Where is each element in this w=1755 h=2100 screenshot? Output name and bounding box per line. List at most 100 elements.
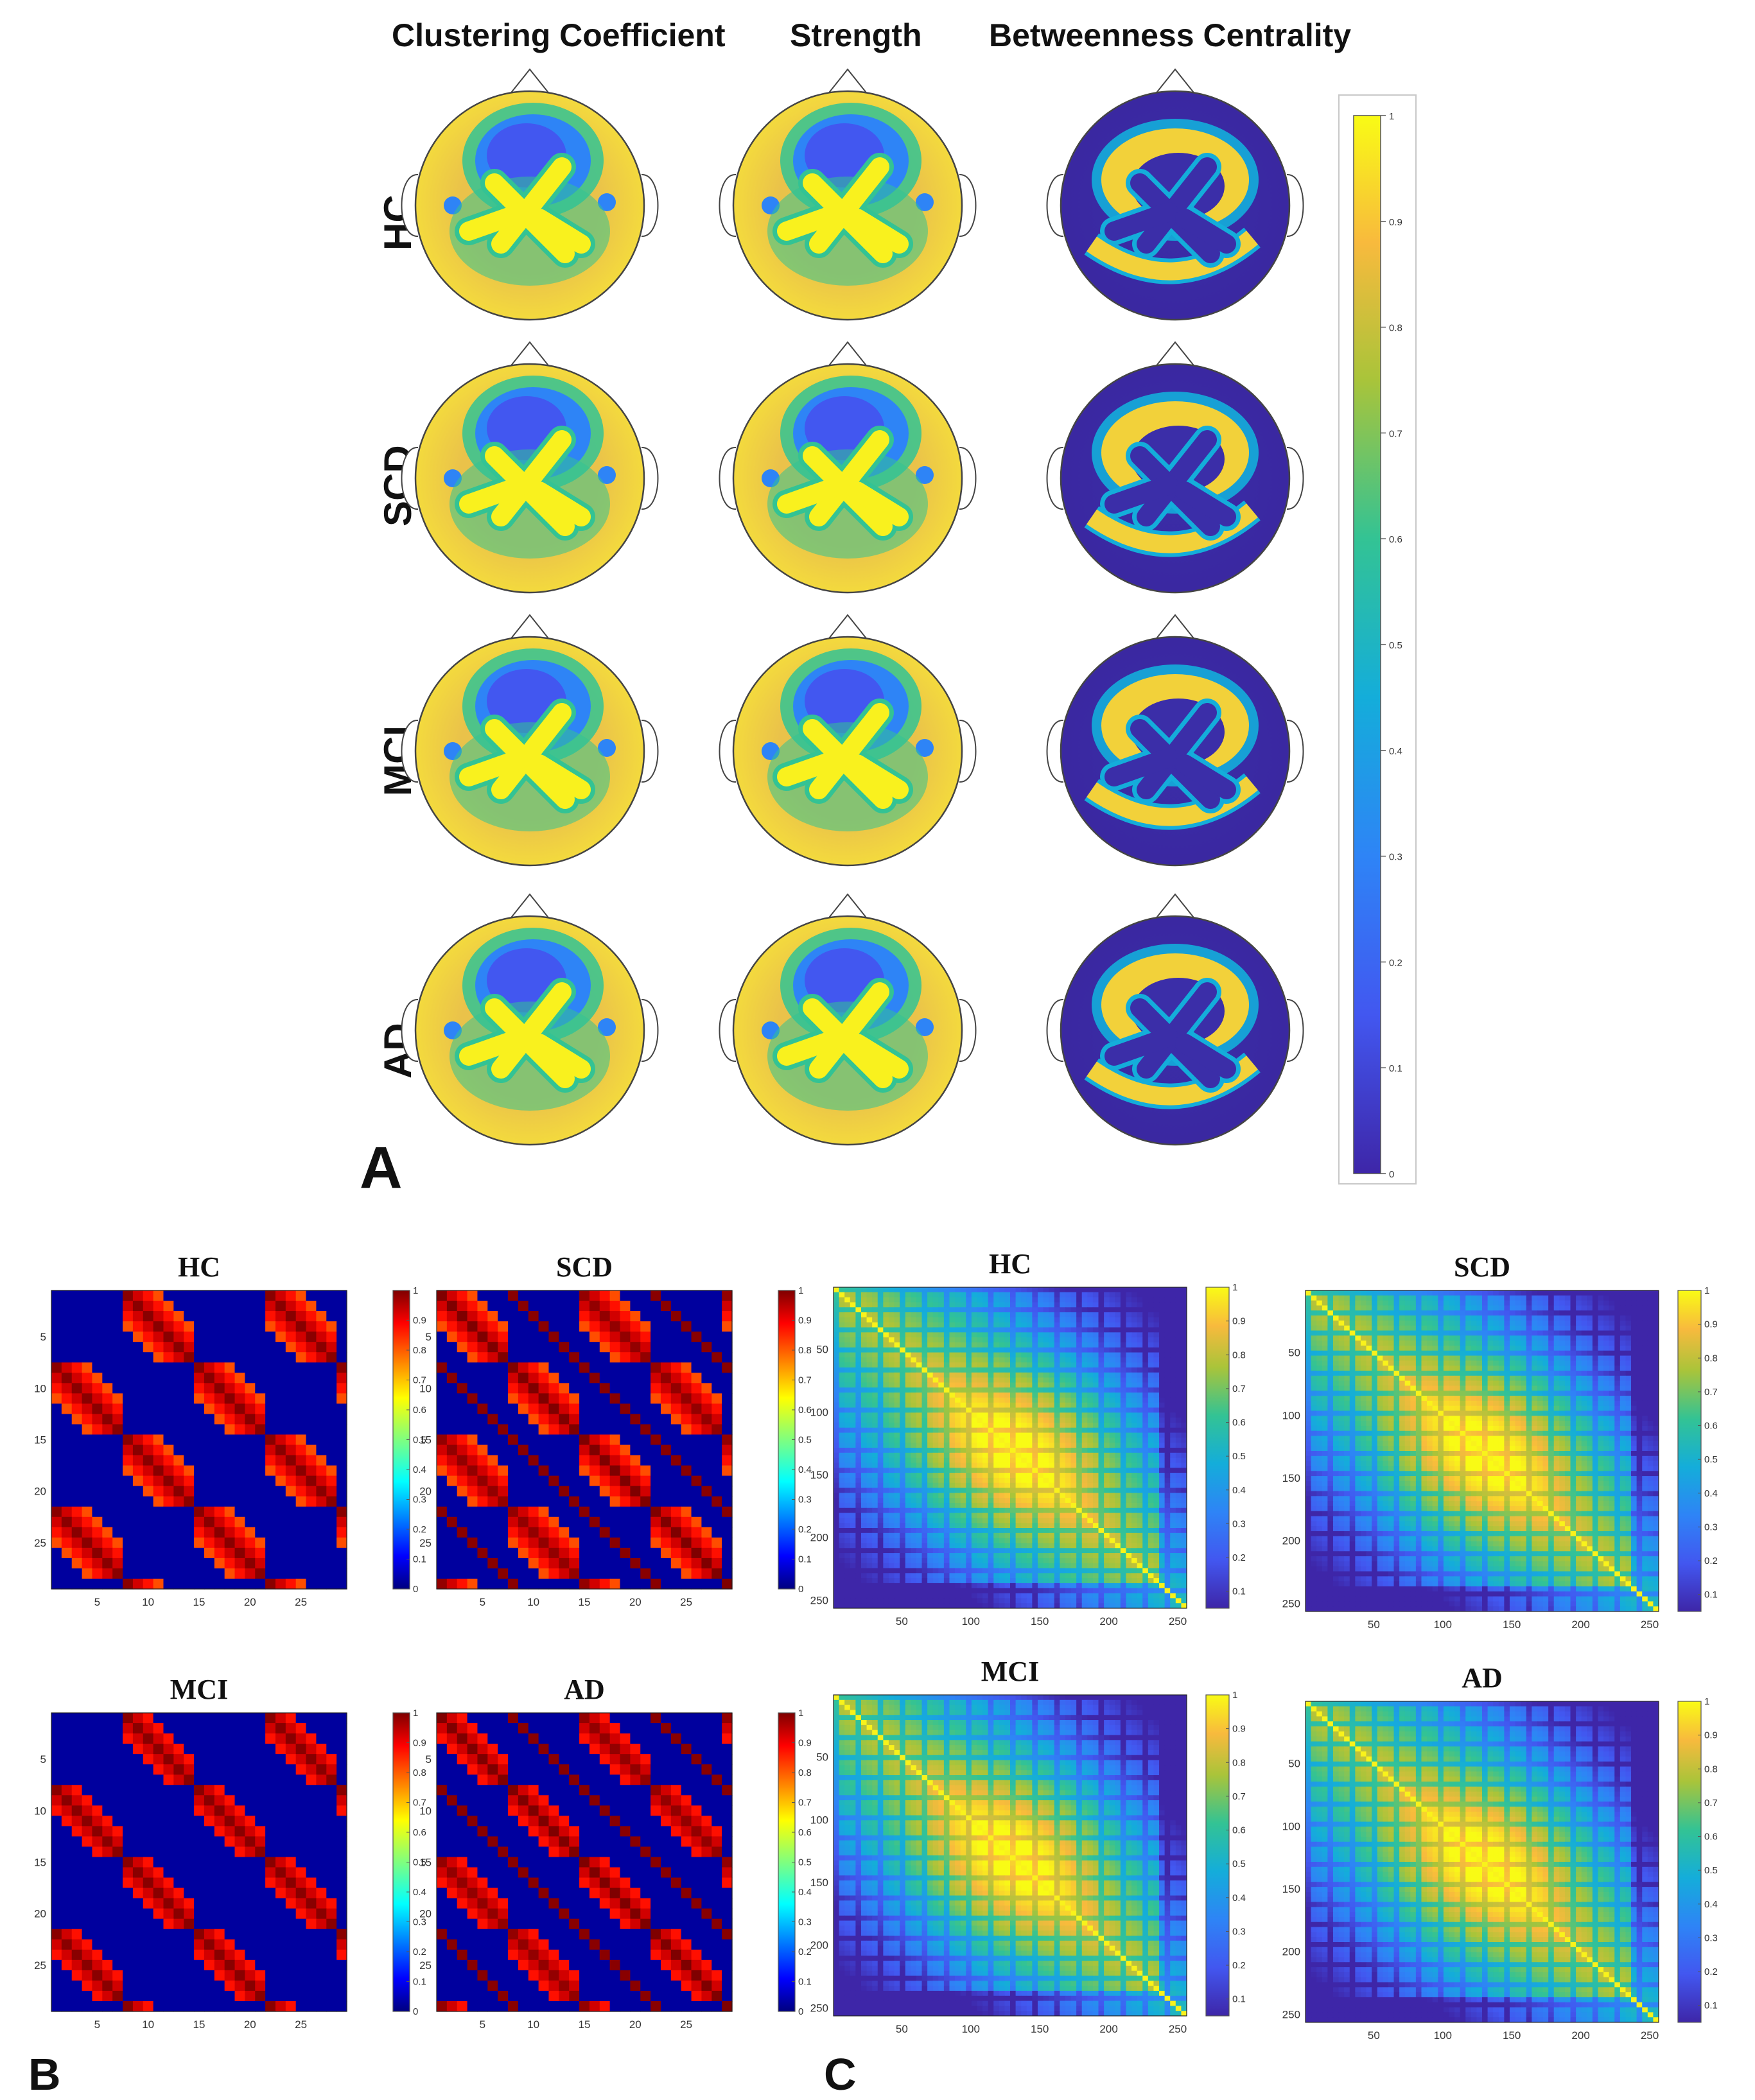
matrix-cell <box>446 2000 458 2012</box>
matrix-cell <box>1115 1287 1121 1293</box>
matrix-cell <box>966 1322 972 1328</box>
central-arm <box>1175 754 1236 799</box>
matrix-cell <box>477 1414 488 1425</box>
matrix-cell <box>132 1775 144 1785</box>
matrix-cell <box>1120 1297 1126 1303</box>
matrix-cell <box>559 1403 570 1415</box>
matrix-cell <box>326 1970 337 1981</box>
matrix-cell <box>966 1307 972 1313</box>
matrix-cell <box>316 1744 327 1755</box>
matrix-cell <box>599 1846 611 1858</box>
matrix-cell <box>701 1764 712 1775</box>
matrix-cell <box>204 1929 215 1940</box>
matrix-cell <box>1054 1367 1060 1373</box>
matrix-cell <box>712 1929 722 1940</box>
matrix-cell <box>437 1836 448 1848</box>
matrix-cell <box>640 1321 651 1332</box>
matrix-cell <box>660 1403 672 1415</box>
matrix-cell <box>701 1516 712 1528</box>
matrix-cell <box>860 1287 868 1293</box>
matrix-cell <box>112 1506 123 1518</box>
matrix-cell <box>579 1939 590 1950</box>
matrix-cell <box>467 1990 478 2002</box>
matrix-cell <box>61 1939 73 1950</box>
matrix-cell <box>630 1939 641 1950</box>
matrix-cell <box>1137 1347 1143 1353</box>
matrix-cell <box>977 1317 983 1323</box>
matrix-cell <box>559 1393 570 1404</box>
matrix-cell <box>579 1908 590 1920</box>
matrix-cell <box>306 1301 317 1312</box>
matrix-cell <box>589 1547 600 1559</box>
matrix-cell <box>993 1292 1000 1298</box>
matrix-cell <box>123 1301 134 1312</box>
matrix-cell <box>860 1327 868 1333</box>
colorbar-tick-label: 0.9 <box>413 1315 426 1326</box>
matrix-cell <box>528 1496 539 1507</box>
matrix-cell <box>306 1929 317 1940</box>
y-tick-label: 5 <box>426 1331 432 1343</box>
matrix-cell <box>487 1939 498 1950</box>
matrix-cell <box>518 1754 529 1765</box>
matrix-cell <box>681 1424 692 1436</box>
matrix-cell <box>477 1332 488 1342</box>
matrix-cell <box>722 1744 733 1755</box>
matrix-cell <box>1070 1367 1077 1373</box>
matrix-cell <box>518 1733 529 1744</box>
matrix-cell <box>1065 1297 1072 1303</box>
matrix-cell <box>477 2000 488 2012</box>
matrix-cell <box>518 1321 529 1332</box>
matrix-cell <box>640 1785 651 1796</box>
matrix-cell <box>437 1970 448 1981</box>
matrix-cell <box>255 1496 266 1507</box>
matrix-cell <box>255 1352 266 1363</box>
matrix-cell <box>316 1486 327 1497</box>
matrix-cell <box>255 1383 266 1394</box>
matrix-cell <box>163 1342 174 1353</box>
matrix-cell <box>905 1367 911 1373</box>
matrix-cell <box>1015 1327 1022 1333</box>
matrix-cell <box>316 1414 327 1425</box>
matrix-cell <box>214 1785 225 1796</box>
central-arm <box>848 754 909 799</box>
colorbar-tick-label: 0.9 <box>798 1738 812 1749</box>
matrix-cell <box>712 1816 722 1827</box>
matrix-cell <box>905 1327 911 1333</box>
matrix-cell <box>722 1506 733 1518</box>
matrix-cell <box>1021 1372 1027 1378</box>
central-arm <box>1137 430 1217 526</box>
matrix-cell <box>670 1321 682 1332</box>
matrix-cell <box>275 1290 286 1301</box>
matrix-cell <box>102 1434 113 1446</box>
matrix-cell <box>275 1744 286 1755</box>
matrix-cell <box>123 1980 134 1992</box>
matrix-cell <box>92 1990 103 2002</box>
matrix-cell <box>670 1795 682 1806</box>
matrix-cell <box>579 1332 590 1342</box>
matrix-cell <box>1060 1332 1066 1338</box>
matrix-cell <box>487 1445 498 1456</box>
matrix-cell <box>153 1785 164 1796</box>
matrix-cell <box>660 1537 672 1549</box>
matrix-cell <box>916 1287 922 1293</box>
matrix-cell <box>51 1723 62 1734</box>
matrix-cell <box>630 1424 641 1436</box>
matrix-cell <box>1015 1342 1022 1348</box>
matrix-cell <box>620 1403 631 1415</box>
matrix-cell <box>1170 1332 1176 1338</box>
matrix-cell <box>681 1342 692 1353</box>
matrix-cell <box>640 1506 651 1518</box>
matrix-cell <box>1120 1327 1126 1333</box>
matrix-cell <box>184 1990 195 2002</box>
matrix-cell <box>1037 1357 1044 1363</box>
matrix-cell <box>1032 1372 1038 1378</box>
matrix-cell <box>336 1506 347 1518</box>
matrix-cell <box>609 1805 621 1816</box>
matrix-cell <box>949 1302 956 1308</box>
matrix-cell <box>71 1311 83 1322</box>
matrix-cell <box>1032 1322 1038 1328</box>
matrix-cell <box>194 1929 205 1940</box>
matrix-cell <box>1037 1362 1044 1368</box>
matrix-cell <box>204 1475 215 1487</box>
matrix-cell <box>153 1733 164 1744</box>
